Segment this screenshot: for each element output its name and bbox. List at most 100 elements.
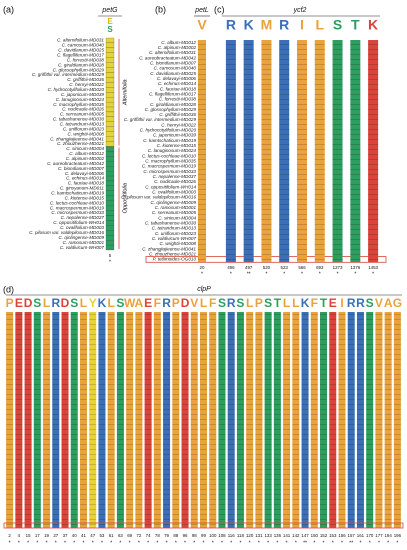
- species-name: C. hydrocotylifolium-MD020: [48, 87, 105, 92]
- significance: *: [166, 540, 168, 546]
- logo-letter: D: [181, 296, 190, 310]
- position-number: 4: [18, 533, 21, 538]
- row-texture: [227, 312, 235, 528]
- alignment-cell: [105, 37, 115, 44]
- species-name: C. flagelliferum-MD017: [149, 91, 196, 96]
- logo-letter: L: [200, 296, 207, 310]
- alignment-cell: [105, 161, 115, 167]
- species-name: C. alternifolium-MD031: [149, 50, 196, 55]
- alignment-cell: [105, 156, 115, 162]
- position-number: 15: [26, 533, 31, 538]
- position-number: 133: [264, 533, 272, 538]
- significance: *: [341, 540, 343, 546]
- row-texture: [320, 312, 328, 528]
- logo-letter: V: [190, 296, 198, 310]
- species-name: C. nepalense-MD037: [153, 174, 197, 179]
- logo-letter: F: [311, 296, 318, 310]
- alignment-cell: [105, 151, 115, 157]
- logo-letter: D: [61, 296, 70, 310]
- logo-letter: R: [227, 296, 236, 310]
- species-name: C. serreanum-MD005: [60, 112, 105, 117]
- significance: *: [378, 540, 380, 546]
- species-name: C. ginsyanum-MD011: [60, 186, 105, 191]
- logo-letter: I: [300, 17, 304, 33]
- species-name: C. alternifolium-MD031: [57, 38, 104, 43]
- position-number: 96: [183, 533, 188, 538]
- species-name: C. kiotense-MD015: [65, 195, 105, 200]
- species-name: C. album-MD012: [161, 40, 196, 45]
- species-name: C. henryi-MD022: [161, 122, 196, 127]
- position-number: 136: [274, 533, 282, 538]
- species-name: C. glossophyllum-MD029: [53, 67, 105, 72]
- significance: *: [201, 271, 203, 277]
- species-name: C. griffithii var. intermedium-MD029: [32, 72, 105, 77]
- position-number: 196: [394, 533, 402, 538]
- significance: *: [276, 540, 278, 546]
- species-name: C. macrospermum-MD019: [142, 164, 197, 169]
- logo-letter: L: [283, 296, 290, 310]
- species-name: C. zhangjiajieense-MD041: [50, 136, 104, 141]
- species-name: C. kamtschaticum-MD019: [51, 191, 104, 196]
- species-name: C. glossophyllum-MD029: [145, 107, 197, 112]
- species-name: C. zhouzhense-MD021: [149, 251, 196, 256]
- species-name: C. macrospermum-MD019: [50, 205, 105, 210]
- row-texture: [61, 312, 69, 528]
- species-name: C. qinlingense-MD009: [151, 200, 197, 205]
- position-number: 47: [90, 533, 95, 538]
- alignment-cell: [105, 210, 115, 216]
- gene-name: petG: [101, 7, 118, 14]
- row-texture: [43, 312, 51, 528]
- species-name: C. sinicum-MD004: [66, 146, 104, 151]
- position-number: 497: [245, 265, 253, 270]
- position-number: 88: [173, 533, 178, 538]
- species-name: C. forrestii-MD038: [159, 97, 197, 102]
- position-number: 496: [227, 265, 235, 270]
- logo-letter: V: [197, 17, 207, 33]
- position-number: 19: [44, 533, 49, 538]
- species-name: C. kamtschaticum-MD019: [143, 138, 196, 143]
- significance: *: [193, 540, 195, 546]
- species-name: C. tabashanense-MD030: [53, 117, 105, 122]
- alignment-cell: [105, 47, 115, 53]
- species-name: C. kiotense-MD015: [157, 143, 197, 148]
- row-texture: [116, 312, 124, 528]
- significance: *: [239, 540, 241, 546]
- position-number: 79: [164, 533, 169, 538]
- species-name: C. tetrandrum-MD013: [60, 121, 105, 126]
- group-name: Oppositifolia: [122, 183, 128, 213]
- logo-letter: L: [108, 296, 115, 310]
- significance: *: [313, 540, 315, 546]
- logo-letter: L: [43, 296, 50, 310]
- species-name: C. macrophyllum-MD035: [145, 159, 196, 164]
- species-name: C. oppositifolium-WH014: [145, 184, 196, 189]
- logo-letter: S: [33, 296, 41, 310]
- significance: *: [64, 540, 66, 546]
- species-name: C. carnosum-MD040: [62, 43, 105, 48]
- significance: *: [286, 540, 288, 546]
- row-texture: [243, 40, 254, 262]
- alignment-cell: [105, 225, 115, 231]
- position-number: 520: [263, 265, 271, 270]
- alignment-cell: [105, 200, 115, 206]
- species-name: C. pilosum var. valdepilosum-MD016: [121, 195, 196, 200]
- significance: *: [27, 540, 29, 546]
- logo-letter: D: [24, 296, 33, 310]
- alignment-cell: [105, 235, 115, 241]
- row-texture: [283, 312, 291, 528]
- logo-letter: G: [393, 296, 402, 310]
- row-texture: [70, 312, 78, 528]
- row-texture: [332, 40, 343, 262]
- alignment-cell: [105, 116, 115, 122]
- position-number: 693: [316, 265, 324, 270]
- position-number: 141: [283, 533, 291, 538]
- logo-letter: E: [144, 296, 152, 310]
- position-number: 131: [255, 533, 263, 538]
- alignment-cell: [105, 220, 115, 226]
- significance: *: [369, 540, 371, 546]
- species-name: C. wrightii-MD008: [67, 131, 104, 136]
- logo-letter: Y: [89, 296, 97, 310]
- logo-letter: F: [154, 296, 161, 310]
- logo-letter: V: [375, 296, 383, 310]
- significance: *: [184, 540, 186, 546]
- significance: *: [212, 540, 214, 546]
